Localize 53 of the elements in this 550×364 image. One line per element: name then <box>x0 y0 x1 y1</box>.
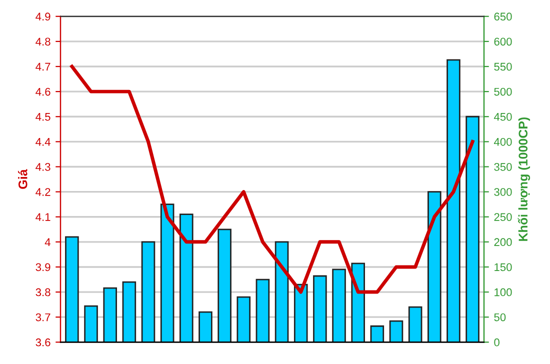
bar <box>160 204 174 342</box>
bar <box>466 116 480 342</box>
y-tick-label: 4.9 <box>36 12 50 21</box>
y-tick-label: 3.9 <box>36 263 50 272</box>
y2-tick-label: 300 <box>494 188 512 196</box>
y2-tick-label: 450 <box>494 112 512 121</box>
y2-tick-label: 0 <box>494 338 500 346</box>
bar <box>84 305 98 342</box>
y-tick-label: 4.2 <box>36 188 50 196</box>
y-tick-label: 4 <box>44 238 50 246</box>
y-tick-label: 3.8 <box>36 288 50 296</box>
bar <box>351 262 365 342</box>
bar <box>446 59 460 342</box>
bar <box>274 241 289 342</box>
bar <box>370 325 384 342</box>
bar <box>332 268 346 342</box>
y-tick-label: 4.3 <box>36 163 50 171</box>
y2-tick-label: 650 <box>494 12 512 21</box>
bar <box>256 278 270 342</box>
bar <box>103 287 117 342</box>
line-series <box>70 64 474 294</box>
y-tick-label: 4.1 <box>36 213 50 221</box>
y-tick-label: 4.4 <box>36 138 50 146</box>
y2-axis-title: Khối lượng (1000CP) <box>518 117 530 241</box>
bar <box>294 284 308 342</box>
y2-tick-label: 150 <box>494 263 512 272</box>
y2-tick-label: 100 <box>494 288 512 296</box>
bar <box>198 311 212 342</box>
bar <box>428 191 442 342</box>
y-tick-label: 4.6 <box>36 88 50 96</box>
bar <box>65 236 79 342</box>
y2-tick-label: 50 <box>494 313 506 322</box>
y2-tick-label: 600 <box>494 38 512 46</box>
bar <box>313 275 327 342</box>
y2-tick-label: 500 <box>494 88 512 96</box>
y-tick-label: 4.7 <box>36 62 50 71</box>
bar <box>141 241 156 342</box>
y2-tick-label: 350 <box>494 163 512 171</box>
y2-tick-label: 400 <box>494 138 512 146</box>
y-tick-label: 4.8 <box>36 38 50 46</box>
bar <box>236 296 251 342</box>
y2-tick-label: 550 <box>494 62 512 71</box>
bar <box>218 228 232 342</box>
y-tick-label: 4.5 <box>36 113 50 121</box>
y2-tick-label: 200 <box>494 238 512 246</box>
bar <box>180 214 194 342</box>
y2-tick-label: 250 <box>494 213 512 221</box>
bar <box>408 306 422 342</box>
y-tick-label: 3.6 <box>36 338 50 346</box>
y-axis-title: Giá <box>18 169 28 189</box>
bar <box>389 320 404 342</box>
y-tick-label: 3.7 <box>36 313 50 322</box>
bar <box>122 281 136 342</box>
